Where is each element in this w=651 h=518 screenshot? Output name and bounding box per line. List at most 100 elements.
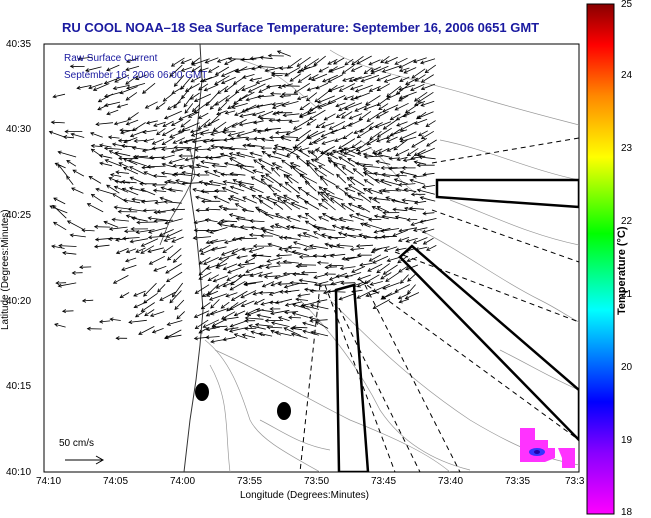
current-vector-head — [253, 300, 259, 305]
current-vector — [193, 236, 212, 239]
current-vector — [162, 120, 174, 127]
current-vector-head — [272, 146, 278, 151]
current-vector — [342, 64, 355, 74]
current-vector-head — [347, 184, 353, 188]
current-vector — [194, 148, 209, 151]
current-vector — [95, 188, 113, 195]
current-vector-head — [93, 244, 99, 249]
current-vector-head — [195, 208, 200, 213]
current-vector — [123, 199, 141, 204]
current-vector — [241, 84, 257, 91]
current-vector-head — [263, 274, 268, 279]
current-vector — [51, 245, 65, 249]
current-vector-head — [382, 210, 387, 215]
current-vector — [329, 245, 345, 249]
current-vector-head — [341, 166, 346, 170]
current-vector-head — [170, 207, 175, 212]
current-vector-head — [421, 184, 426, 189]
current-vector-head — [97, 106, 102, 111]
current-vector-head — [218, 256, 223, 261]
current-vector-head — [177, 129, 182, 134]
current-vector — [298, 73, 312, 83]
current-vector-head — [420, 135, 426, 140]
current-vector-head — [327, 78, 332, 83]
current-vector-head — [250, 225, 255, 230]
current-vector — [99, 320, 111, 323]
current-vector-head — [293, 89, 298, 94]
current-vector — [309, 109, 326, 120]
current-vector-head — [108, 226, 114, 231]
current-vector — [375, 179, 392, 187]
current-vector — [206, 290, 219, 297]
current-vector — [272, 102, 284, 105]
current-vector — [62, 252, 77, 255]
current-vector-head — [224, 88, 229, 93]
current-vector — [350, 84, 363, 90]
current-vector — [228, 198, 240, 202]
current-vector-head — [220, 172, 225, 177]
current-vector-head — [371, 247, 377, 252]
current-vector-head — [147, 235, 153, 240]
current-vector — [58, 282, 77, 287]
current-vector-head — [148, 260, 153, 265]
current-vector-head — [338, 156, 343, 161]
current-vector — [122, 188, 139, 196]
current-vector-head — [365, 293, 370, 298]
current-vector — [205, 92, 219, 106]
current-vector — [268, 243, 282, 248]
current-vector-head — [275, 166, 280, 171]
current-vector — [400, 136, 417, 142]
current-vector — [318, 186, 328, 195]
current-vector-head — [227, 56, 233, 61]
current-vector — [299, 102, 310, 111]
current-vector-head — [217, 106, 222, 112]
current-vector-head — [373, 152, 378, 157]
current-vector — [164, 110, 182, 119]
current-vector-head — [164, 220, 169, 225]
current-vector-head — [297, 262, 302, 267]
current-vector-head — [297, 233, 302, 238]
current-vector-head — [366, 141, 371, 146]
current-vector-head — [144, 104, 150, 109]
current-vector — [182, 182, 201, 185]
current-vector — [49, 131, 65, 138]
current-vector — [293, 241, 311, 248]
current-vector — [104, 91, 121, 98]
current-vector-head — [115, 170, 120, 175]
current-vector-head — [257, 194, 263, 199]
current-vector-head — [337, 231, 343, 236]
current-vector — [161, 154, 175, 159]
current-vector-head — [330, 281, 335, 286]
current-vector-head — [382, 108, 387, 113]
current-vector — [350, 248, 365, 250]
current-vector-head — [151, 146, 156, 151]
current-vector — [169, 131, 185, 138]
current-vector-head — [376, 77, 381, 82]
current-vector-head — [238, 165, 244, 170]
current-vector — [164, 201, 182, 204]
current-vector-head — [309, 318, 314, 323]
current-vector-head — [394, 106, 399, 111]
current-vector — [316, 299, 328, 303]
current-vector-head — [57, 164, 62, 169]
current-vector — [345, 272, 362, 278]
current-vector-head — [202, 324, 207, 328]
current-vector-head — [275, 260, 281, 266]
current-vector — [126, 57, 138, 63]
current-vector — [383, 264, 398, 275]
current-vector-head — [184, 157, 189, 162]
current-vector — [77, 85, 92, 89]
current-vector-head — [363, 179, 368, 183]
current-vector-head — [257, 158, 263, 163]
current-vector — [414, 149, 426, 156]
current-vector-head — [195, 195, 200, 200]
current-vector-head — [122, 236, 127, 241]
current-vector-head — [313, 140, 318, 144]
current-vector-head — [274, 300, 280, 305]
current-vector — [122, 237, 140, 239]
current-vector-head — [299, 173, 304, 178]
current-vector-head — [244, 107, 249, 112]
current-vector — [222, 131, 236, 133]
current-vector-head — [382, 285, 387, 290]
current-vector-head — [378, 189, 383, 194]
